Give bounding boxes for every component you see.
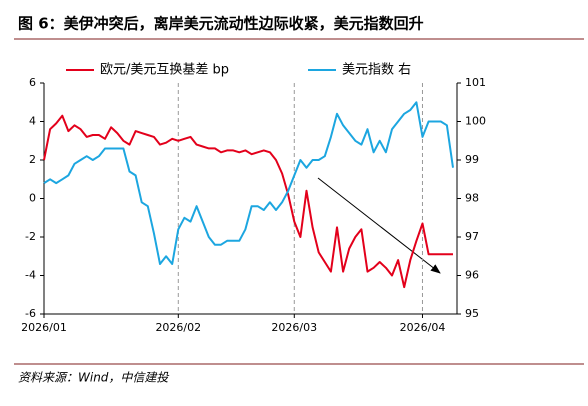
source: 资料来源：Wind，中信建投 — [18, 371, 169, 385]
y2-tick-label: 95 — [465, 307, 479, 320]
y2-tick-label: 99 — [465, 153, 479, 166]
chart-title: 图 6：美伊冲突后，离岸美元流动性边际收紧，美元指数回升 — [18, 15, 424, 33]
y-tick-label: 4 — [29, 115, 36, 128]
series-line — [43, 114, 453, 289]
y2-tick-label: 98 — [465, 192, 479, 205]
y2-tick-label: 101 — [465, 76, 486, 89]
legend-label: 欧元/美元互换基差 bp — [100, 63, 229, 78]
y-tick-label: 2 — [29, 153, 36, 166]
y-tick-label: 0 — [29, 192, 36, 205]
y-tick-label: -4 — [25, 269, 36, 282]
series-line — [43, 101, 454, 265]
x-tick-label: 2026/03 — [271, 321, 317, 334]
y2-tick-label: 97 — [465, 230, 479, 243]
y2-tick-label: 96 — [465, 269, 479, 282]
y-tick-label: -6 — [25, 307, 36, 320]
y2-tick-label: 100 — [465, 115, 486, 128]
trend-arrow — [317, 177, 441, 274]
x-tick-label: 2026/04 — [400, 321, 446, 334]
legend-label: 美元指数 右 — [342, 63, 411, 78]
y-tick-label: 6 — [29, 76, 36, 89]
x-tick-label: 2026/01 — [21, 321, 67, 334]
y-tick-label: -2 — [25, 230, 36, 243]
x-tick-label: 2026/02 — [155, 321, 201, 334]
